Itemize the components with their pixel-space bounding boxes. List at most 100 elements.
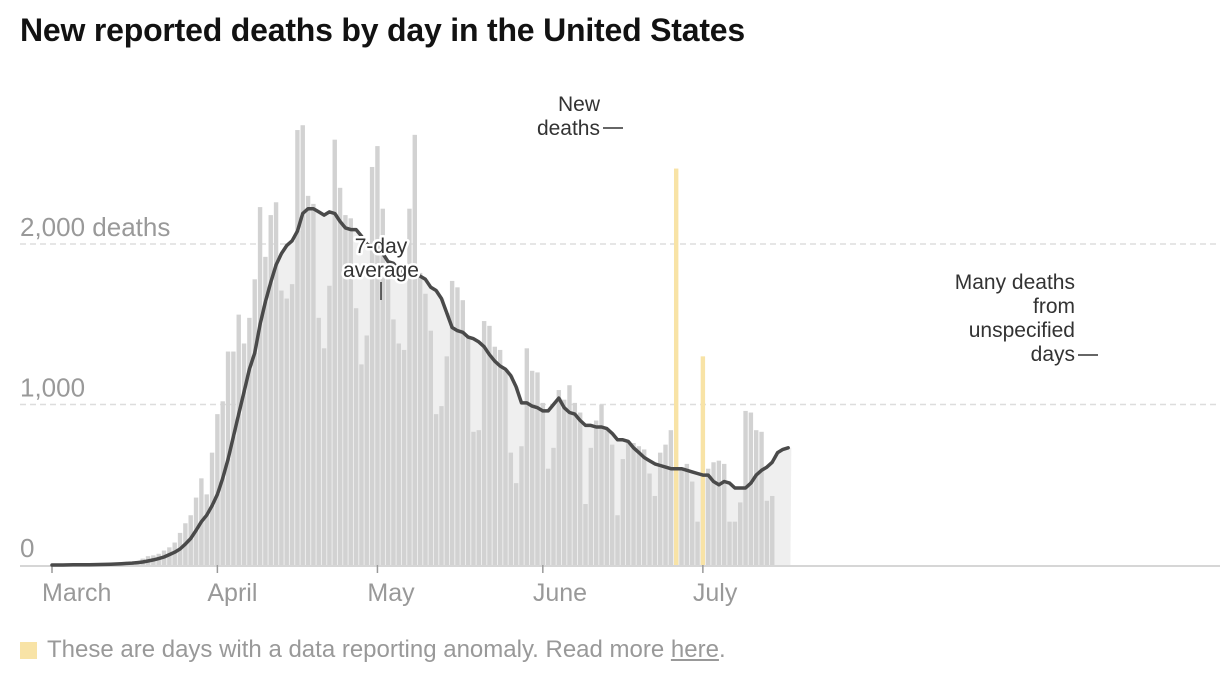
daily-bar bbox=[513, 483, 519, 565]
daily-bar bbox=[567, 385, 572, 565]
daily-bar bbox=[561, 399, 567, 565]
daily-bar bbox=[337, 187, 343, 565]
daily-bar bbox=[300, 125, 305, 565]
anomaly-legend-swatch bbox=[20, 641, 37, 659]
daily-bar bbox=[236, 314, 241, 565]
daily-bar bbox=[289, 284, 295, 565]
daily-bar bbox=[492, 346, 498, 565]
annotation-unspecified-days: unspecified bbox=[969, 319, 1075, 342]
anomaly-bar bbox=[700, 356, 706, 565]
x-tick-label: March bbox=[42, 579, 111, 607]
daily-bar bbox=[577, 412, 583, 565]
footnote-link[interactable]: here bbox=[670, 636, 719, 663]
daily-bar bbox=[465, 337, 471, 565]
annotations: NewNewdeathsdeaths7-day7-dayaverageavera… bbox=[341, 91, 1098, 369]
daily-bar bbox=[647, 473, 652, 565]
daily-bar bbox=[439, 406, 444, 565]
y-tick-label: 2,000 deaths bbox=[20, 212, 170, 242]
x-tick-label: May bbox=[367, 579, 415, 607]
daily-bar bbox=[417, 272, 423, 565]
daily-bar bbox=[487, 325, 492, 565]
daily-bar bbox=[668, 430, 674, 565]
daily-bar bbox=[375, 146, 380, 565]
daily-bar bbox=[770, 495, 775, 565]
daily-bar bbox=[471, 431, 476, 565]
daily-bar bbox=[241, 343, 247, 565]
daily-bar bbox=[706, 468, 711, 565]
annotation-unspecified-days-halo: days bbox=[1031, 343, 1075, 366]
daily-bar bbox=[268, 215, 273, 566]
annotation-new-deaths: deaths bbox=[537, 117, 600, 140]
daily-bar bbox=[257, 207, 263, 565]
daily-bar bbox=[551, 447, 556, 565]
daily-bar bbox=[332, 139, 337, 566]
daily-bar bbox=[231, 351, 236, 565]
daily-bar bbox=[252, 279, 257, 565]
daily-bar bbox=[529, 370, 535, 565]
daily-bar bbox=[428, 330, 433, 565]
daily-bar bbox=[444, 356, 449, 565]
daily-bar bbox=[604, 430, 610, 565]
daily-bar bbox=[599, 404, 604, 565]
daily-bar bbox=[476, 430, 481, 565]
x-tick-label: June bbox=[533, 579, 587, 607]
daily-bar bbox=[545, 468, 551, 565]
daily-bar bbox=[380, 208, 385, 565]
annotation-unspecified-days-halo: Many deaths bbox=[955, 271, 1075, 294]
daily-bar bbox=[572, 402, 578, 565]
daily-bar bbox=[460, 300, 465, 565]
daily-bar bbox=[449, 280, 455, 565]
axes: 0 1,000 2,000 deaths March April May June July bbox=[20, 212, 1220, 607]
annotation-7day-average: average bbox=[343, 259, 419, 282]
daily-bar bbox=[481, 321, 487, 565]
daily-bar bbox=[497, 349, 503, 565]
daily-bar bbox=[716, 460, 722, 565]
daily-bars bbox=[49, 125, 775, 566]
daily-bar bbox=[583, 504, 588, 565]
footnote-end: . bbox=[718, 636, 726, 663]
daily-bar bbox=[353, 308, 359, 565]
daily-bar bbox=[754, 430, 759, 565]
daily-bar bbox=[284, 298, 289, 565]
daily-bar bbox=[615, 515, 620, 565]
daily-bar bbox=[295, 130, 300, 566]
chart-title: New reported deaths by day in the United… bbox=[20, 12, 745, 48]
daily-bar bbox=[535, 372, 540, 565]
daily-bar bbox=[540, 402, 546, 565]
daily-bar bbox=[519, 446, 524, 565]
daily-bar bbox=[412, 134, 417, 566]
daily-bar bbox=[503, 370, 508, 565]
annotation-7day-average-halo: average bbox=[343, 259, 419, 282]
daily-bar bbox=[593, 420, 599, 565]
daily-bar bbox=[663, 444, 668, 565]
annotation-new-deaths-halo: deaths bbox=[537, 117, 600, 140]
annotation-new-deaths: New bbox=[558, 93, 601, 116]
daily-bar bbox=[348, 218, 353, 565]
daily-bar bbox=[204, 494, 209, 565]
daily-bar bbox=[759, 431, 764, 565]
annotation-new-deaths-halo: New bbox=[558, 93, 601, 116]
daily-bar bbox=[401, 349, 407, 565]
daily-bar bbox=[722, 463, 727, 565]
daily-bar bbox=[711, 462, 716, 565]
daily-bar bbox=[305, 195, 311, 565]
daily-bar bbox=[327, 285, 332, 565]
daily-bar bbox=[391, 319, 396, 565]
daily-bar bbox=[588, 447, 594, 565]
daily-bar bbox=[727, 521, 732, 565]
daily-bar bbox=[620, 459, 626, 565]
anomaly-bar bbox=[673, 168, 679, 565]
average-line-group bbox=[50, 206, 790, 567]
annotation-7day-average: 7-day bbox=[355, 235, 408, 258]
x-tick-label: April bbox=[207, 579, 257, 607]
daily-bar bbox=[343, 215, 348, 566]
gridlines bbox=[20, 243, 1220, 406]
x-tick-label: July bbox=[693, 579, 738, 607]
daily-bar bbox=[609, 444, 615, 565]
daily-bar bbox=[690, 481, 695, 565]
daily-bar bbox=[423, 293, 428, 565]
daily-bar bbox=[316, 317, 321, 565]
annotation-unspecified-days: days bbox=[1031, 343, 1075, 366]
daily-bar bbox=[679, 470, 684, 565]
